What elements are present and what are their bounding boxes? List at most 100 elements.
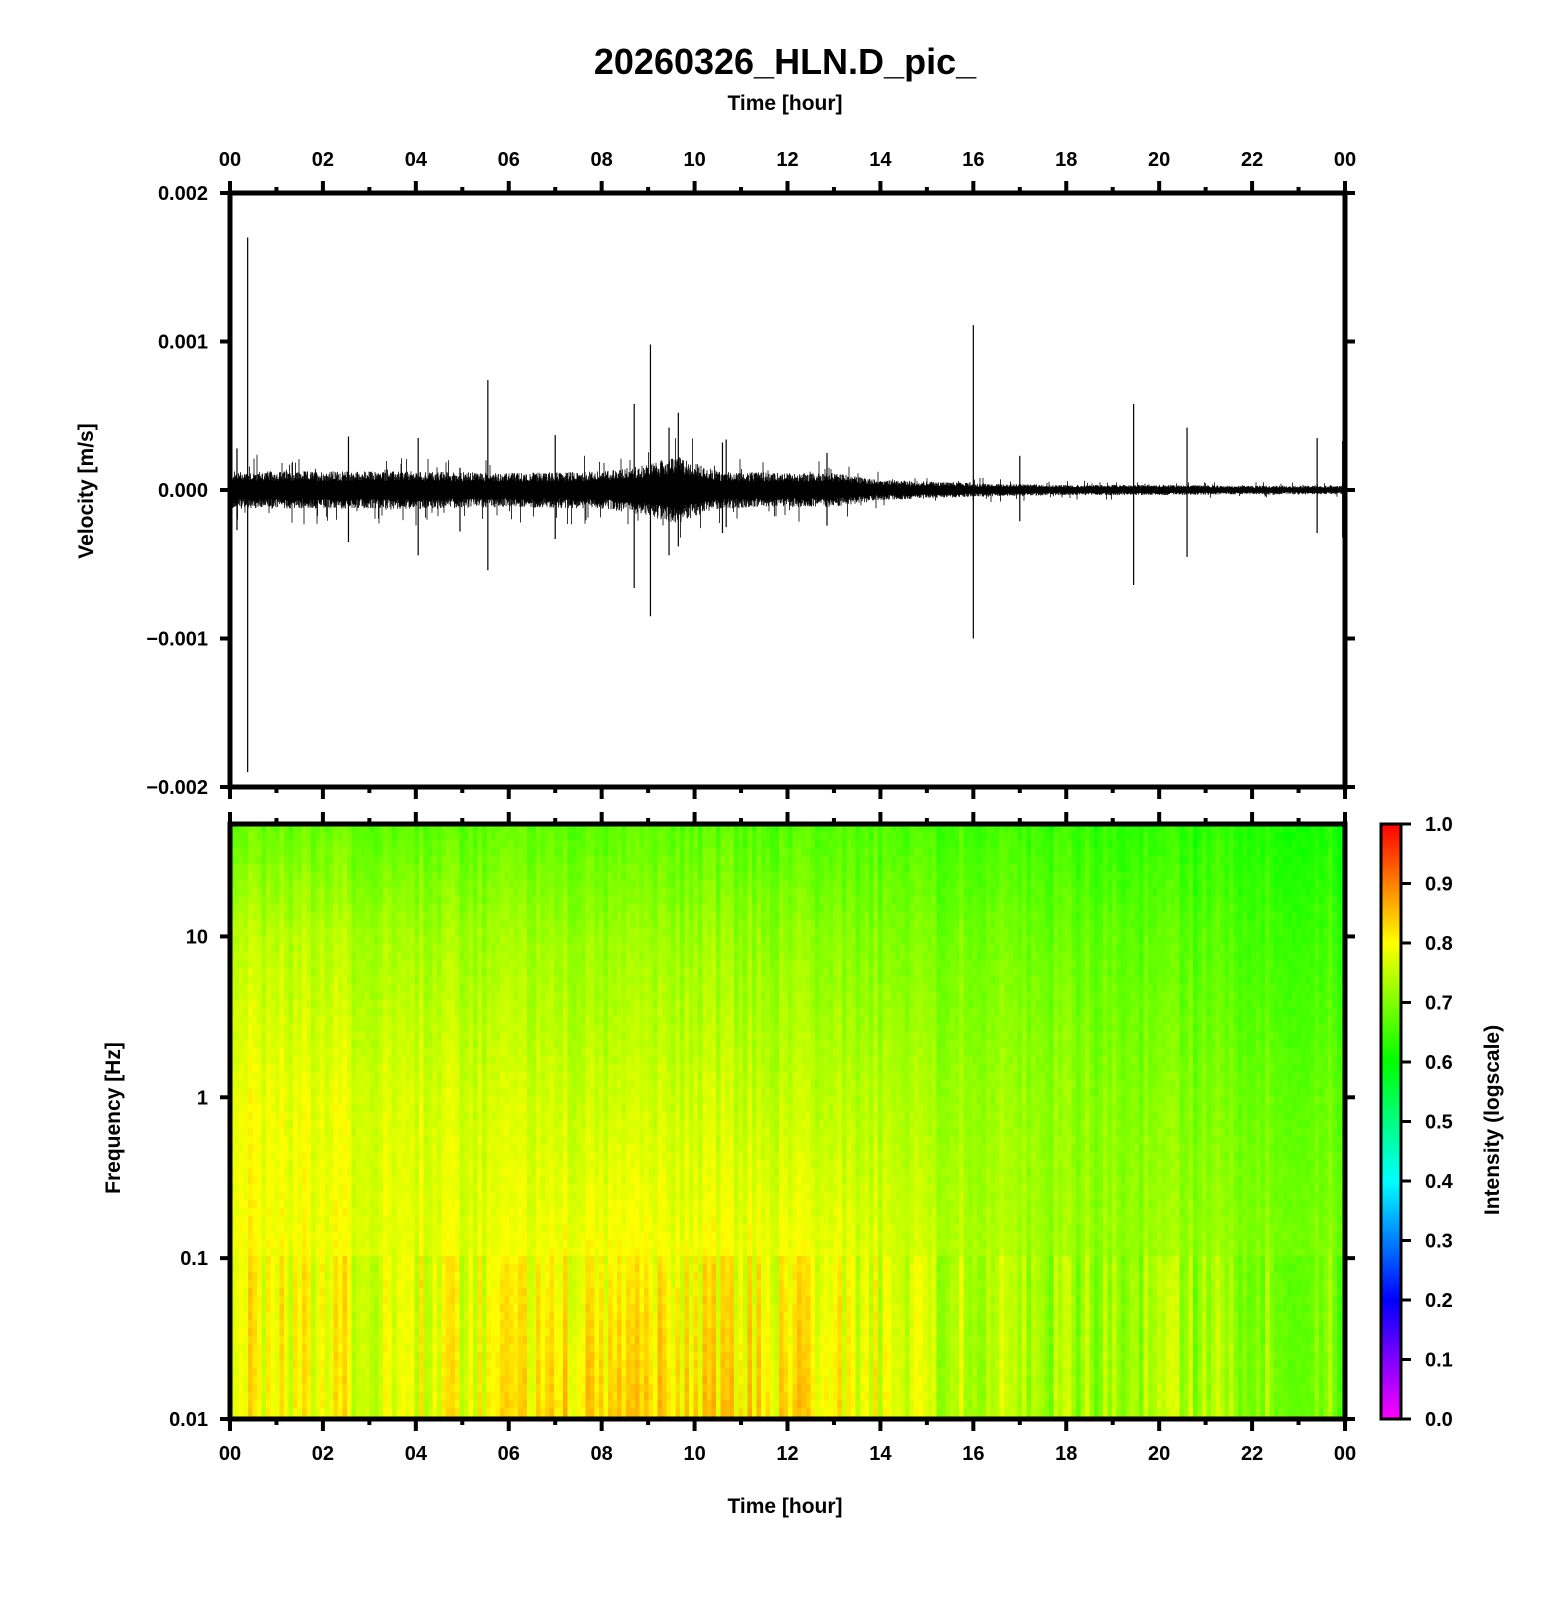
spectrogram-cell bbox=[297, 1000, 303, 1009]
spectrogram-cell bbox=[491, 1296, 497, 1305]
spectrogram-cell bbox=[369, 1344, 375, 1353]
spectrogram-cell bbox=[401, 1248, 407, 1257]
spectrogram-cell bbox=[513, 1224, 519, 1233]
spectrogram-cell bbox=[297, 864, 303, 873]
spectrogram-cell bbox=[356, 840, 362, 849]
spectrogram-cell bbox=[284, 1296, 290, 1305]
spectrogram-cell bbox=[423, 1288, 429, 1297]
spectrogram-cell bbox=[482, 1024, 488, 1033]
spectrogram-cell bbox=[491, 1160, 497, 1169]
spectrogram-cell bbox=[342, 1328, 348, 1337]
spectrogram-cell bbox=[239, 848, 245, 857]
spectrogram-cell bbox=[311, 1016, 317, 1025]
spectrogram-cell bbox=[338, 1368, 344, 1377]
spectrogram-cell bbox=[509, 1136, 515, 1145]
spectrogram-cell bbox=[410, 872, 416, 881]
spectrogram-cell bbox=[450, 848, 456, 857]
spectrogram-cell bbox=[491, 880, 497, 889]
spectrogram-cell bbox=[333, 1288, 339, 1297]
spectrogram-cell bbox=[311, 1128, 317, 1137]
spectrogram-cell bbox=[320, 864, 326, 873]
spectrogram-cell bbox=[522, 840, 528, 849]
spectrogram-cell bbox=[279, 984, 285, 993]
spectrogram-cell bbox=[432, 1192, 438, 1201]
spectrogram-cell bbox=[342, 1208, 348, 1217]
spectrogram-cell bbox=[459, 1272, 465, 1281]
spectrogram-cell bbox=[504, 1352, 510, 1361]
spectrogram-cell bbox=[378, 1352, 384, 1361]
spectrogram-cell bbox=[279, 928, 285, 937]
spectrogram-cell bbox=[405, 992, 411, 1001]
spectrogram-cell bbox=[378, 1000, 384, 1009]
spectrogram-cell bbox=[243, 1048, 249, 1057]
spectrogram-cell bbox=[486, 1328, 492, 1337]
spectrogram-cell bbox=[356, 1200, 362, 1209]
spectrogram-cell bbox=[468, 1360, 474, 1369]
spectrogram-cell bbox=[279, 1136, 285, 1145]
spectrogram-cell bbox=[383, 1392, 389, 1401]
spectrogram-cell bbox=[257, 1352, 263, 1361]
spectrogram-cell bbox=[428, 1232, 434, 1241]
spectrogram-cell bbox=[500, 1216, 506, 1225]
spectrogram-cell bbox=[428, 1280, 434, 1289]
spectrogram-cell bbox=[311, 920, 317, 929]
spectrogram-cell bbox=[261, 1352, 267, 1361]
spectrogram-cell bbox=[293, 848, 299, 857]
spectrogram-cell bbox=[410, 1392, 416, 1401]
spectrogram-cell bbox=[360, 1072, 366, 1081]
spectrogram-cell bbox=[387, 1296, 393, 1305]
spectrogram-cell bbox=[437, 1000, 443, 1009]
spectrogram-cell bbox=[356, 904, 362, 913]
spectrogram-cell bbox=[360, 1408, 366, 1417]
spectrogram-cell bbox=[378, 1408, 384, 1417]
spectrogram-cell bbox=[288, 1296, 294, 1305]
spectrogram-cell bbox=[437, 936, 443, 945]
spectrogram-cell bbox=[347, 904, 353, 913]
spectrogram-cell bbox=[441, 1168, 447, 1177]
spectrogram-cell bbox=[369, 1304, 375, 1313]
spectrogram-cell bbox=[446, 872, 452, 881]
spectrogram-cell bbox=[288, 1096, 294, 1105]
spectrogram-cell bbox=[311, 1200, 317, 1209]
spectrogram-cell bbox=[279, 1216, 285, 1225]
spectrogram-cell bbox=[243, 1184, 249, 1193]
spectrogram-cell bbox=[360, 1096, 366, 1105]
spectrogram-cell bbox=[293, 1048, 299, 1057]
spectrogram-cell bbox=[270, 1096, 276, 1105]
spectrogram-cell bbox=[441, 888, 447, 897]
spectrogram-cell bbox=[486, 1064, 492, 1073]
spectrogram-cell bbox=[513, 1232, 519, 1241]
spectrogram-cell bbox=[329, 1352, 335, 1361]
spectrogram-cell bbox=[306, 1096, 312, 1105]
spectrogram-cell bbox=[513, 1328, 519, 1337]
spectrogram-cell bbox=[383, 1040, 389, 1049]
spectrogram-cell bbox=[441, 880, 447, 889]
spectrogram-cell bbox=[234, 1024, 240, 1033]
spectrogram-cell bbox=[495, 984, 501, 993]
spectrogram-cell bbox=[423, 1008, 429, 1017]
spectrogram-cell bbox=[450, 1032, 456, 1041]
spectrogram-cell bbox=[378, 1296, 384, 1305]
spectrogram-cell bbox=[387, 1312, 393, 1321]
spectrogram-cell bbox=[284, 880, 290, 889]
spectrogram-cell bbox=[423, 1320, 429, 1329]
spectrogram-cell bbox=[324, 1368, 330, 1377]
spectrogram-cell bbox=[284, 1352, 290, 1361]
spectrogram-cell bbox=[468, 1080, 474, 1089]
spectrogram-cell bbox=[234, 984, 240, 993]
spectrogram-cell bbox=[410, 1112, 416, 1121]
spectrogram-cell bbox=[356, 1336, 362, 1345]
spectrogram-cell bbox=[486, 984, 492, 993]
spectrogram-cell bbox=[302, 864, 308, 873]
spectrogram-cell bbox=[293, 1200, 299, 1209]
spectrogram-cell bbox=[234, 1080, 240, 1089]
spectrogram-cell bbox=[248, 864, 254, 873]
spectrogram-cell bbox=[446, 856, 452, 865]
spectrogram-cell bbox=[270, 1056, 276, 1065]
spectrogram-cell bbox=[500, 1360, 506, 1369]
spectrogram-cell bbox=[243, 1248, 249, 1257]
spectrogram-cell bbox=[392, 1024, 398, 1033]
spectrogram-cell bbox=[284, 856, 290, 865]
spectrogram-cell bbox=[338, 976, 344, 985]
spectrogram-cell bbox=[432, 952, 438, 961]
